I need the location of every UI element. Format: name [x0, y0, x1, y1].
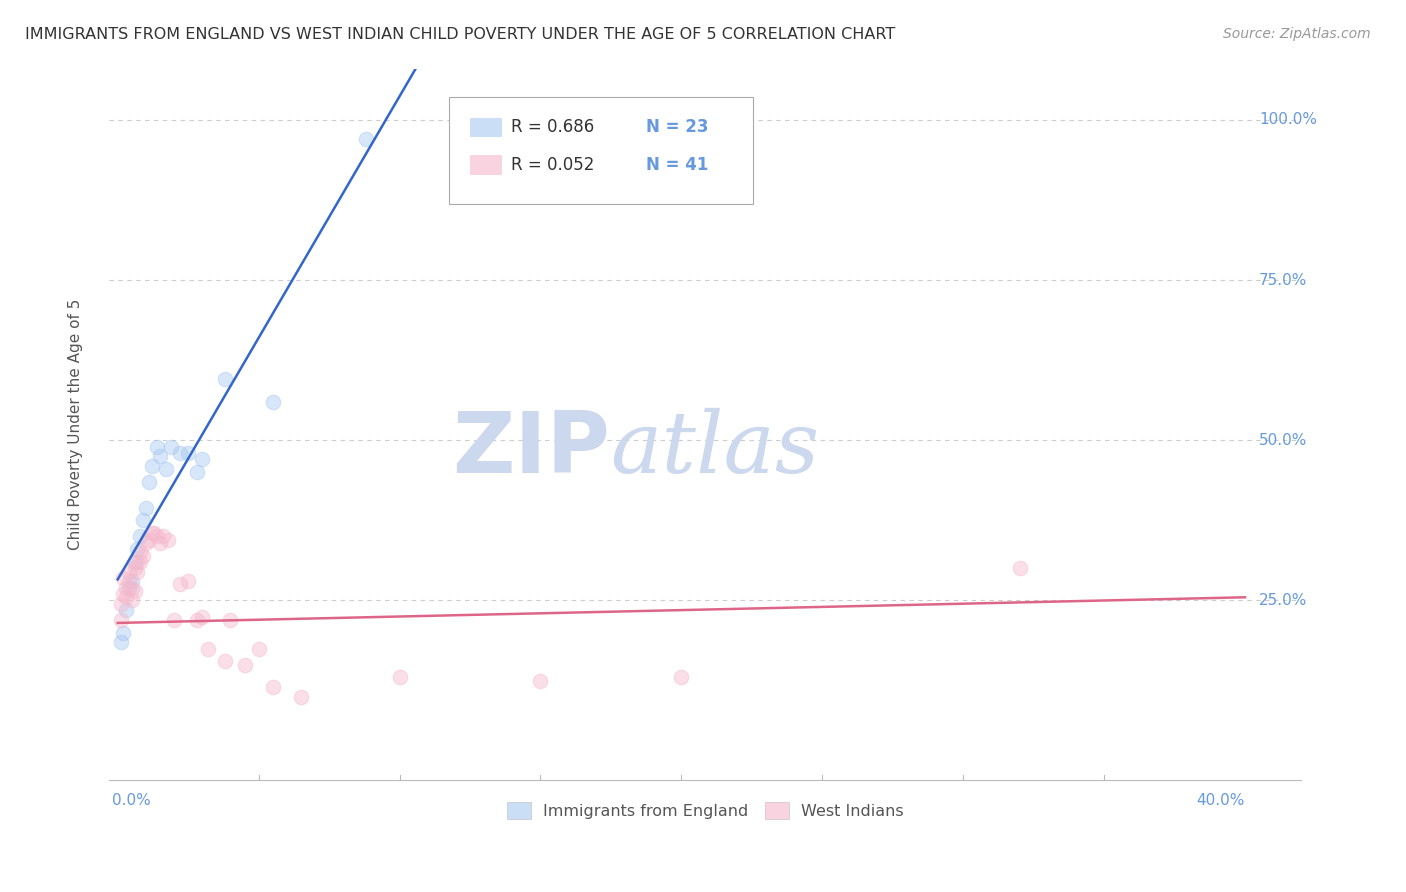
Point: [219, 613, 242, 627]
Point: [124, 561, 146, 575]
Point: [124, 555, 146, 569]
Text: 100.0%: 100.0%: [1258, 112, 1317, 128]
Point: [141, 458, 163, 473]
Point: [186, 465, 208, 479]
Point: [115, 581, 138, 595]
Point: [127, 542, 149, 557]
Point: [110, 635, 132, 649]
Point: [129, 545, 152, 559]
Text: Child Poverty Under the Age of 5: Child Poverty Under the Age of 5: [69, 299, 83, 550]
FancyBboxPatch shape: [471, 118, 502, 136]
Point: [155, 462, 177, 476]
Point: [149, 536, 172, 550]
Point: [388, 670, 411, 684]
Point: [129, 555, 152, 569]
Point: [163, 613, 186, 627]
Point: [146, 440, 169, 454]
Point: [214, 372, 236, 386]
Point: [132, 549, 155, 563]
FancyBboxPatch shape: [471, 155, 502, 174]
Point: [157, 533, 180, 547]
Point: [115, 603, 138, 617]
Point: [127, 555, 149, 569]
Text: IMMIGRANTS FROM ENGLAND VS WEST INDIAN CHILD POVERTY UNDER THE AGE OF 5 CORRELAT: IMMIGRANTS FROM ENGLAND VS WEST INDIAN C…: [25, 27, 896, 42]
Point: [149, 450, 172, 464]
Point: [247, 641, 270, 656]
Point: [121, 574, 143, 589]
Text: R = 0.686: R = 0.686: [510, 118, 595, 136]
Point: [135, 536, 157, 550]
Point: [169, 446, 191, 460]
Point: [354, 132, 377, 146]
FancyBboxPatch shape: [449, 97, 754, 203]
Point: [124, 583, 146, 598]
Point: [118, 581, 141, 595]
Point: [197, 641, 219, 656]
Point: [191, 609, 214, 624]
Point: [118, 565, 141, 579]
Point: [671, 670, 693, 684]
Text: ZIP: ZIP: [453, 408, 610, 491]
Point: [132, 513, 155, 527]
Point: [127, 565, 149, 579]
Point: [191, 452, 214, 467]
Point: [110, 613, 132, 627]
Point: [141, 526, 163, 541]
Point: [112, 625, 135, 640]
Text: Source: ZipAtlas.com: Source: ZipAtlas.com: [1223, 27, 1371, 41]
Text: N = 23: N = 23: [645, 118, 709, 136]
Text: 75.0%: 75.0%: [1258, 273, 1308, 287]
Point: [160, 440, 183, 454]
Point: [529, 673, 551, 688]
Text: 0.0%: 0.0%: [112, 793, 150, 808]
Point: [138, 533, 160, 547]
Point: [214, 654, 236, 668]
Point: [262, 680, 284, 694]
Point: [186, 613, 208, 627]
Text: 40.0%: 40.0%: [1197, 793, 1244, 808]
Point: [233, 657, 256, 672]
Text: R = 0.052: R = 0.052: [510, 155, 595, 174]
Point: [262, 394, 284, 409]
Point: [138, 475, 160, 489]
Point: [112, 571, 135, 585]
Point: [110, 597, 132, 611]
Text: 25.0%: 25.0%: [1258, 593, 1308, 608]
Point: [115, 591, 138, 605]
Point: [121, 593, 143, 607]
Text: N = 41: N = 41: [645, 155, 709, 174]
Point: [121, 581, 143, 595]
Point: [118, 574, 141, 589]
Legend: Immigrants from England, West Indians: Immigrants from England, West Indians: [501, 796, 910, 825]
Point: [112, 587, 135, 601]
Point: [177, 446, 200, 460]
Point: [290, 690, 312, 704]
Point: [169, 577, 191, 591]
Point: [146, 529, 169, 543]
Point: [1008, 561, 1031, 575]
Text: atlas: atlas: [610, 408, 820, 491]
Point: [152, 529, 174, 543]
Text: 50.0%: 50.0%: [1258, 433, 1308, 448]
Point: [129, 529, 152, 543]
Point: [177, 574, 200, 589]
Point: [135, 500, 157, 515]
Point: [143, 526, 166, 541]
